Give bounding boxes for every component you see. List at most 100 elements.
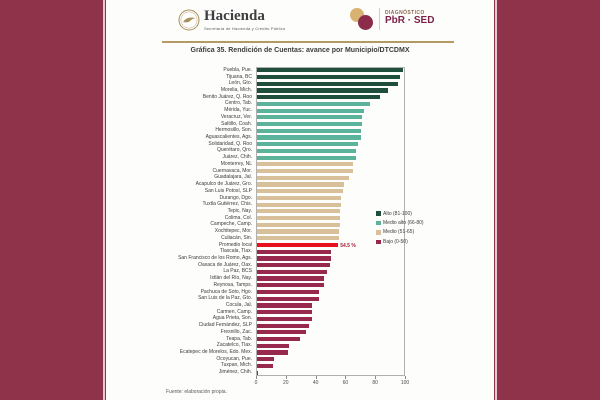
bar [256,256,332,261]
bar-track [256,275,406,282]
right-margin-band [497,0,600,400]
bar [256,202,342,207]
category-label: Carmen, Camp. [216,308,252,315]
bar-track [256,114,406,121]
bar [256,121,363,127]
bar-row: Tepic, Nay. [106,208,406,215]
bar-row: Morelia, Mich. [106,87,406,94]
bar-row: Tlaxcala, Tlax. [106,248,406,255]
category-label: Aguascalientes, Ags. [205,134,252,141]
bar [256,101,370,106]
bar-row: Campeche, Camp. [106,222,406,229]
x-tick-label: 60 [342,379,349,386]
bar-row: Ixtlán del Río, Nay. [106,275,406,282]
legend-swatch-icon [376,230,381,235]
category-label: Ixtlán del Río, Nay. [210,275,252,282]
x-axis: 0 20 40 60 80 100 [254,376,409,388]
source-note: Fuente: elaboración propia. [166,389,227,395]
bar-track [256,168,406,175]
bar-track [256,282,406,289]
bar [256,330,306,335]
category-label: Ecatepec de Morelos, Edo. Mex. [179,349,252,356]
category-label: Zacatelco, Tlax. [216,342,252,349]
x-tick-label: 80 [372,379,378,386]
legend-item: Bajo (0-50) [376,237,424,246]
bar-row: Reynosa, Tamps. [106,282,406,289]
bar [256,310,312,315]
x-tick-label: 0 [254,379,258,386]
bar-track [256,74,406,81]
bar [256,363,273,368]
bar-track [256,175,406,182]
category-label: Ciudad Fernández, SLP [198,322,252,329]
bar [256,249,332,254]
bar [256,168,354,174]
bar-track [256,356,406,363]
bar [256,229,339,234]
bar-row: Juárez, Chih. [106,154,406,161]
bar-row: Agua Prieta, Son. [106,316,406,323]
bar-track [256,195,406,202]
bar-track [256,94,406,101]
bar-row: Promedio local 54.5 % [106,242,406,249]
category-label: Mérida, Yuc. [224,107,252,114]
category-label: Cuernavaca, Mor. [212,167,252,174]
bar-row: Ocoyucan, Pue. [106,356,406,363]
report-page: Hacienda Secretaría de Hacienda y Crédit… [106,0,494,400]
category-label: Tijuana, BC [226,73,252,80]
bar [256,222,340,227]
bar [256,195,342,201]
bar-track [256,154,406,161]
category-label: Reynosa, Tamps. [213,281,252,288]
bar-row: Jiménez, Chih. [106,369,406,376]
category-label: Veracruz, Ver. [220,113,252,120]
bar [256,175,349,180]
category-label: Fresnillo, Zac. [220,328,252,335]
category-label: León, Gto. [228,80,252,87]
legend-label: Alto (81-100) [383,210,412,217]
category-label: San Francisco de los Romo, Ags. [178,254,252,261]
bar-row: Aguascalientes, Ags. [106,134,406,141]
bar [256,216,340,221]
bar [256,303,312,308]
left-margin-band [0,0,102,400]
brand-subtitle: Secretaría de Hacienda y Crédito Público [204,25,286,31]
bar-track [256,141,406,148]
bar-row: Carmen, Camp. [106,309,406,316]
bar-track [256,295,406,302]
diagnostico-label: DIAGNÓSTICO [385,10,425,17]
pbr-sed-logo: DIAGNÓSTICO PbR · SED [350,7,434,31]
category-label: Saltillo, Coah. [221,120,252,127]
logo-divider [379,8,380,30]
bar-row: San Francisco de los Romo, Ags. [106,255,406,262]
bar-row: Xochitepec, Mor. [106,228,406,235]
bar-track [256,248,406,255]
bar [256,128,361,133]
bar-track [256,107,406,114]
legend: Alto (81-100) Medio alto (66-80) Medio (51… [376,209,424,247]
bar [256,142,358,147]
hacienda-logo: Hacienda Secretaría de Hacienda y Crédit… [178,8,285,36]
bar-track [256,134,406,141]
bar-row: Cuernavaca, Mor. [106,168,406,175]
category-label: Culiacán, Sin. [221,234,252,241]
category-label: Tepic, Nay. [227,207,252,214]
bar-track [256,127,406,134]
bar-row: Monterrey, NL [106,161,406,168]
bar-row: Teapa, Tab. [106,336,406,343]
legend-label: Medio alto (66-80) [383,220,424,227]
pbr-circles-icon [350,7,374,31]
bar-row: Saltillo, Coah. [106,121,406,128]
category-label: San Luis de la Paz, Gto. [198,295,252,302]
bar-row: Tuxtla Gutiérrez, Chis. [106,201,406,208]
bar [256,283,324,288]
bar-track [256,215,406,222]
bar [256,350,288,355]
category-label: Juárez, Chih. [222,154,252,161]
bar-track [256,329,406,336]
bar-row: Benito Juárez, Q. Roo [106,94,406,101]
bar [256,182,345,187]
bar-track [256,121,406,128]
category-label: Xochitepec, Mor. [214,228,252,235]
bar [256,357,275,362]
